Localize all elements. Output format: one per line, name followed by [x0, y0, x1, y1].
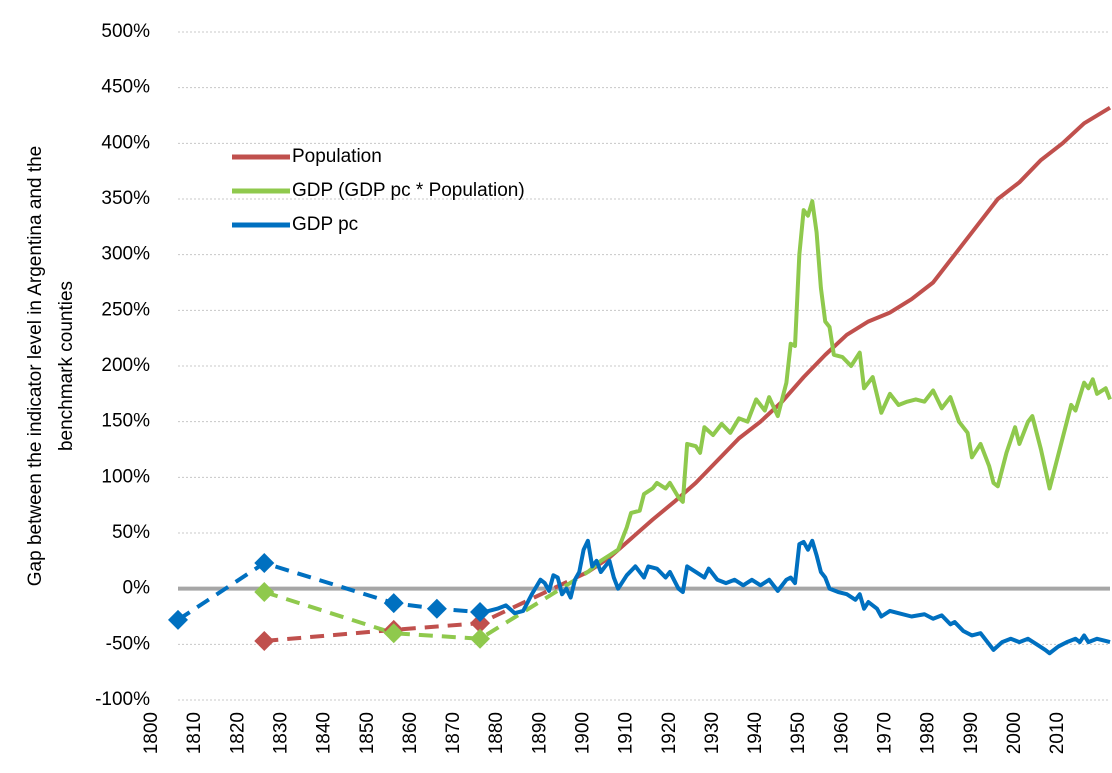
- legend-label: GDP pc: [292, 214, 358, 235]
- x-tick-label: 1940: [745, 712, 766, 754]
- benchmark-marker: [426, 598, 447, 619]
- y-tick-label: -50%: [106, 633, 150, 654]
- y-tick-label: 0%: [123, 578, 151, 599]
- x-tick-label: 1800: [141, 712, 162, 754]
- x-tick-label: 2000: [1004, 712, 1025, 754]
- x-tick-label: 1840: [314, 712, 335, 754]
- benchmark-marker: [383, 623, 404, 644]
- benchmark-line: [263, 570, 589, 641]
- y-tick-label: 350%: [101, 188, 150, 209]
- x-tick-label: 1830: [270, 712, 291, 754]
- y-tick-label: 400%: [101, 132, 150, 153]
- y-tick-label: 150%: [101, 411, 150, 432]
- x-tick-label: 1870: [443, 712, 464, 754]
- x-tick-label: 2010: [1047, 712, 1068, 754]
- y-axis-title-line: benchmark counties: [56, 281, 77, 451]
- benchmark-marker: [470, 602, 491, 623]
- y-axis-title: Gap between the indicator level in Argen…: [25, 146, 77, 586]
- x-tick-label: 1920: [659, 712, 680, 754]
- series-line: [586, 105, 1112, 574]
- x-tick-label: 1860: [400, 712, 421, 754]
- x-tick-label: 1960: [831, 712, 852, 754]
- y-tick-label: 450%: [101, 77, 150, 98]
- benchmark-marker: [470, 628, 491, 649]
- benchmark-marker: [254, 553, 275, 574]
- x-tick-label: 1900: [572, 712, 593, 754]
- x-tick-label: 1950: [788, 712, 809, 754]
- x-tick-label: 1820: [227, 712, 248, 754]
- benchmark-line: [264, 570, 589, 643]
- y-tick-label: 300%: [101, 244, 150, 265]
- benchmark-marker: [383, 593, 404, 614]
- series-line: [479, 538, 1111, 656]
- series-line: [586, 199, 1112, 574]
- x-tick-label: 1910: [616, 712, 637, 754]
- y-tick-label: 250%: [101, 299, 150, 320]
- benchmark-marker: [168, 609, 188, 630]
- legend-label: GDP (GDP pc * Population): [292, 180, 525, 201]
- y-tick-label: 500%: [101, 21, 150, 42]
- x-tick-label: 1880: [486, 712, 507, 754]
- y-tick-label: 100%: [101, 466, 150, 487]
- x-tick-label: 1970: [875, 712, 896, 754]
- y-axis-title-line: Gap between the indicator level in Argen…: [25, 146, 46, 586]
- plot: [168, 105, 1112, 656]
- x-tick-label: 1990: [961, 712, 982, 754]
- x-tick-label: 1850: [357, 712, 378, 754]
- legend-label: Population: [292, 146, 382, 167]
- x-tick-label: 1890: [529, 712, 550, 754]
- y-tick-label: -100%: [95, 689, 150, 710]
- benchmark-marker: [470, 613, 491, 634]
- benchmark-marker: [254, 582, 275, 603]
- y-tick-label: 50%: [112, 522, 150, 543]
- x-tick-label: 1810: [184, 712, 205, 754]
- y-tick-label: 200%: [101, 355, 150, 376]
- benchmark-marker: [254, 630, 275, 651]
- x-tick-label: 1930: [702, 712, 723, 754]
- x-tick-label: 1980: [918, 712, 939, 754]
